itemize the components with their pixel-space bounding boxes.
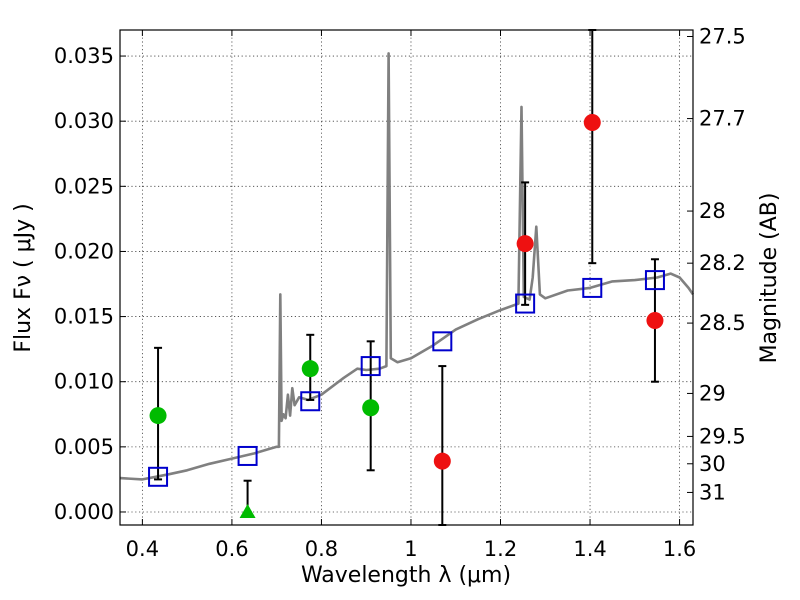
right-tick-label: 27.7 — [699, 107, 746, 131]
x-tick-label: 0.6 — [215, 537, 248, 561]
y-tick-label: 0.010 — [54, 370, 114, 394]
x-tick-label: 1.6 — [663, 537, 696, 561]
detection-point — [362, 399, 380, 417]
lowsig-point — [583, 113, 601, 131]
y-axis-label: Flux Fν ( μJy ) — [11, 203, 36, 352]
right-tick-label: 28 — [699, 199, 726, 223]
spectrum-layer — [119, 52, 695, 481]
detection-point — [301, 360, 319, 378]
model-square — [300, 391, 321, 412]
right-tick-label: 31 — [699, 480, 726, 504]
y-tick-label: 0.025 — [54, 174, 114, 198]
y-tick-label: 0.015 — [54, 305, 114, 329]
y-tick-label: 0.005 — [54, 435, 114, 459]
lowsig-point — [433, 452, 451, 470]
right-tick-label: 30 — [699, 452, 726, 476]
model-square — [432, 331, 453, 352]
y-tick-label: 0.020 — [54, 239, 114, 263]
grid — [120, 30, 693, 525]
y-tick-label: 0.030 — [54, 109, 114, 133]
right-tick-label: 27.5 — [699, 25, 746, 49]
model-square — [360, 356, 381, 377]
model-square — [237, 445, 258, 466]
x-axis-label: Wavelength λ (μm) — [301, 563, 511, 588]
model-square — [582, 277, 603, 298]
x-tick-label: 0.8 — [305, 537, 338, 561]
x-tick-label: 1 — [404, 537, 417, 561]
right-tick-label: 28.2 — [699, 251, 746, 275]
right-tick-label: 29.5 — [699, 424, 746, 448]
model-square — [148, 466, 169, 487]
model-square — [644, 270, 665, 291]
x-tick-label: 0.4 — [126, 537, 159, 561]
plot-frame — [119, 29, 694, 526]
lowsig-point — [646, 311, 664, 329]
x-tick-label: 1.4 — [573, 537, 606, 561]
y-tick-label: 0.035 — [54, 44, 114, 68]
right-axis-label: Magnitude (AB) — [757, 193, 782, 364]
right-tick-label: 29 — [699, 381, 726, 405]
x-tick-label: 1.2 — [484, 537, 517, 561]
marker-layer — [148, 113, 665, 518]
limit-triangle — [239, 503, 256, 518]
detection-point — [149, 407, 167, 425]
tick-layer: 0.4 0.6 0.8 1 1.2 1.4 1.6 0.000 0.005 0.010 0.015 0… — [54, 25, 746, 561]
lowsig-point — [516, 235, 534, 253]
errorbar-layer — [154, 29, 659, 526]
right-tick-label: 28.5 — [699, 311, 746, 335]
model-square — [515, 293, 536, 314]
y-tick-label: 0.000 — [54, 500, 114, 524]
spectrum-line — [119, 52, 695, 481]
